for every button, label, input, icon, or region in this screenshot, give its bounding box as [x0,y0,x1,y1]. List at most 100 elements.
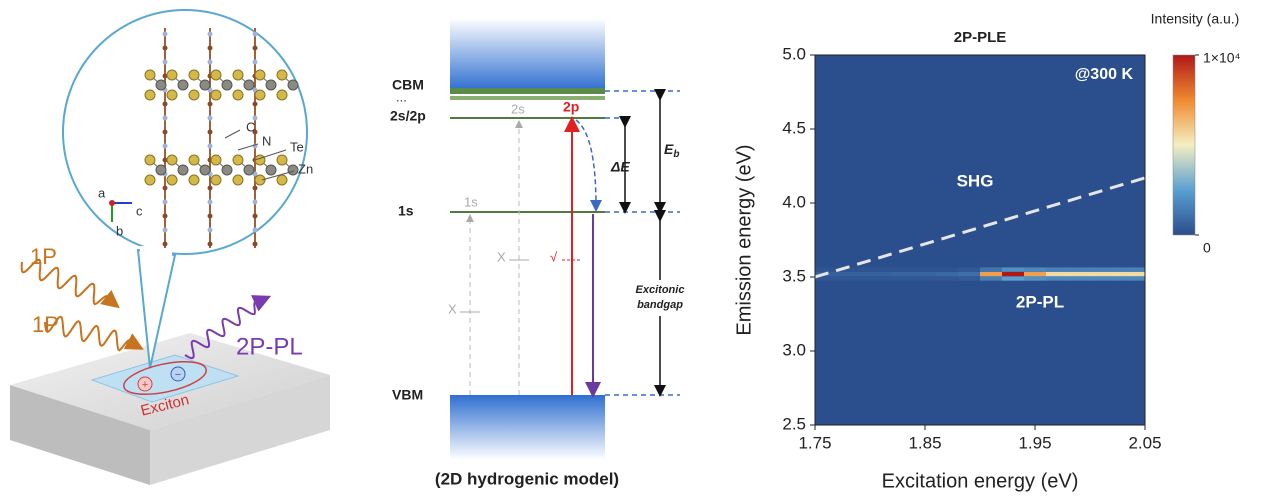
heatmap-cell [1090,267,1113,272]
y-tick-label: 2.5 [782,414,806,433]
level-label: 2s/2p [390,108,426,124]
atom-zn [287,79,299,91]
atom-c [162,101,168,107]
annotation: 2P-PL [1016,292,1064,311]
x-axis-label: Excitation energy (eV) [882,470,1079,492]
hole [137,376,153,392]
atom-c [162,213,168,219]
atom-zn [155,79,167,91]
leader [224,129,241,139]
level [450,88,605,94]
left-panel: + − Exciton 1P 1P 2P-PL C N Te Zn a c b [10,9,330,485]
atom-c [207,213,213,219]
atom-c [162,31,168,37]
atom-c [207,31,213,37]
atom-zn [199,79,211,91]
y-tick-label: 4.5 [782,118,806,137]
atom-c [252,115,258,121]
atom-c [162,185,168,191]
atom-c [207,241,213,247]
y-tick-label: 5.0 [782,44,806,63]
atom-c [207,199,213,205]
atom-c [252,241,258,247]
state-label: 1s [464,194,478,209]
heatmap-cell [980,276,1003,281]
leader [237,143,259,151]
atom-zn [155,164,167,176]
delta-e: ΔE [610,159,630,175]
leader [261,170,295,181]
axis-label: c [136,203,143,218]
x-tick-label: 1.75 [798,433,831,452]
level-label: 1s [398,203,414,219]
atom-zn [287,164,299,176]
atom-te [166,154,178,166]
annotation: SHG [957,171,994,190]
heatmap-cell [1024,267,1047,272]
heatmap-cell [936,267,959,272]
heatmap-cell [1046,271,1069,277]
heatmap-cell [1002,276,1025,281]
cbm-band [450,18,605,90]
atom-c [252,227,258,233]
atom-c [207,143,213,149]
y-axis-label: Emission energy (eV) [733,144,755,335]
heatmap-cell [892,271,915,277]
atom-c [162,227,168,233]
atom-te [166,89,178,101]
atom-zn [243,164,255,176]
heatmap-cell [1068,271,1091,277]
atom-te [254,89,266,101]
axis-a [109,200,115,206]
atom-te [276,154,288,166]
x-tick-label: 1.85 [908,433,941,452]
y-tick-label: 3.5 [782,266,806,285]
axis-label: b [116,223,123,238]
atom-c [252,199,258,205]
atom-te [254,174,266,186]
atom-c [252,59,258,65]
atom-te [210,174,222,186]
atom-te [210,89,222,101]
emission-wave [184,295,272,360]
heatmap-cell [1002,267,1025,272]
state-label: 2p [563,99,579,115]
heatmap-cell [1046,276,1069,281]
level [450,96,605,100]
level-label: CBM [392,77,424,93]
eb-sub: b [673,149,679,160]
shg-line [815,176,1145,279]
atom-te [276,69,288,81]
atom-c [162,59,168,65]
pump-label: 1P [32,312,59,337]
allowed-mark: √ [550,249,558,264]
atom-te [166,69,178,81]
colorbar [1172,54,1196,236]
colorbar-tick-label: 1×10⁴ [1203,50,1241,66]
heatmap-cell [1112,271,1135,277]
heatmap-cell [848,276,871,281]
crystal-label: Zn [298,161,313,176]
heatmap-cell [1134,267,1145,272]
atom-te [188,89,200,101]
atom-te [254,69,266,81]
heatmap-cell [870,276,893,281]
heatmap-cell [1134,271,1145,277]
chart-title: 2P-PLE [954,29,1007,46]
atom-te [166,174,178,186]
level-label: VBM [392,387,423,403]
atom-c [252,45,258,51]
heatmap-cell [1090,271,1113,277]
gap-label: bandgap [637,299,683,311]
binding-energy: Eb [664,141,679,160]
atom-c [207,227,213,233]
heatmap-cell [892,267,915,272]
atom-zn [177,79,189,91]
crystal-label: Te [290,139,304,154]
plot-frame [814,54,1146,426]
forbidden-mark: X [497,249,506,264]
atom-te [188,154,200,166]
colorbar-tick-label: 0 [1203,240,1211,256]
atom-c [162,143,168,149]
